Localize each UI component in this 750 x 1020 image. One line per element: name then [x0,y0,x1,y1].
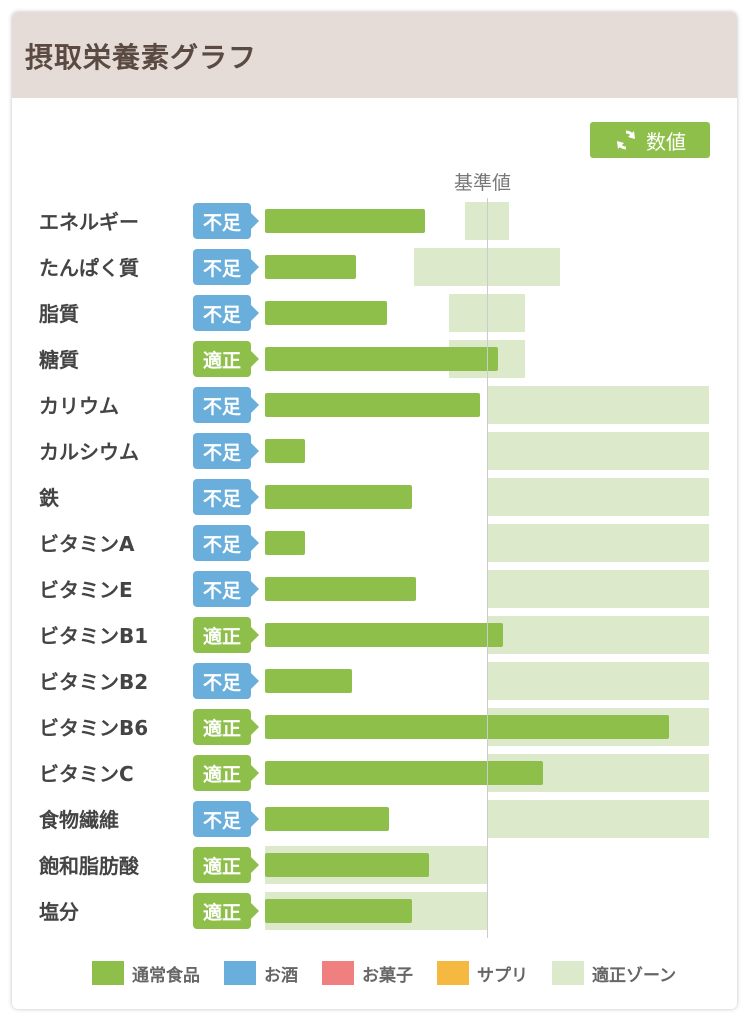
status-badge: 適正 [193,341,259,377]
intake-bar [265,899,412,923]
legend-label: 通常食品 [132,965,200,986]
nutrient-row: 塩分 適正 [12,892,737,932]
nutrient-name: ビタミンE [39,578,133,602]
status-badge: 不足 [193,249,259,285]
intake-bar [265,853,430,877]
status-badge: 不足 [193,387,259,423]
nutrient-row: エネルギー 不足 [12,202,737,242]
status-badge: 適正 [193,709,259,745]
legend-label: お酒 [264,965,298,986]
nutrient-name: 鉄 [39,486,59,510]
nutrient-graph-card: 摂取栄養素グラフ 数値 基準値 エネルギー 不足 たんぱく質 不足 脂質 不足 糖質 適正 カリ… [12,12,737,1009]
nutrient-row: 飽和脂肪酸 適正 [12,846,737,886]
status-badge: 不足 [193,203,259,239]
intake-bar [265,439,305,463]
value-toggle-label: 数値 [646,129,686,154]
page-title: 摂取栄養素グラフ [25,41,258,74]
intake-bar [265,531,305,555]
nutrient-name: 飽和脂肪酸 [39,854,139,878]
legend-item: お酒 [224,961,298,986]
optimal-zone [464,202,510,240]
nutrient-name: ビタミンA [39,532,135,556]
legend-swatch [437,961,469,985]
reference-line [487,198,488,938]
legend-item: 適正ゾーン [552,961,676,986]
intake-bar [265,715,670,739]
chart-legend: 通常食品 お酒 お菓子 サプリ 適正ゾーン [92,960,700,986]
nutrient-row: カリウム 不足 [12,386,737,426]
nutrient-name: 脂質 [39,302,79,326]
nutrient-name: ビタミンC [39,762,134,786]
nutrient-name: カルシウム [39,440,139,464]
nutrient-name: 食物繊維 [39,808,119,832]
optimal-zone [487,662,709,700]
value-toggle-button[interactable]: 数値 [590,122,710,158]
optimal-zone [487,570,709,608]
refresh-icon [617,130,635,150]
card-header: 摂取栄養素グラフ [12,12,737,98]
nutrient-row: ビタミンB2 不足 [12,662,737,702]
intake-bar [265,807,390,831]
nutrient-row: ビタミンB1 適正 [12,616,737,656]
legend-item: お菓子 [322,961,413,986]
status-badge: 不足 [193,295,259,331]
intake-bar [265,577,416,601]
status-badge: 不足 [193,801,259,837]
nutrient-row: ビタミンE 不足 [12,570,737,610]
nutrient-name: ビタミンB6 [39,716,149,740]
nutrient-name: エネルギー [39,210,139,234]
nutrient-name: ビタミンB1 [39,624,149,648]
legend-item: サプリ [437,961,528,986]
optimal-zone [413,248,561,286]
nutrient-row: カルシウム 不足 [12,432,737,472]
nutrient-row: ビタミンC 適正 [12,754,737,794]
intake-bar [265,485,412,509]
reference-label: 基準値 [454,172,512,194]
intake-bar [265,669,352,693]
legend-label: サプリ [477,965,528,986]
status-badge: 適正 [193,755,259,791]
legend-label: お菓子 [362,965,413,986]
intake-bar [265,347,499,371]
status-badge: 不足 [193,571,259,607]
status-badge: 不足 [193,663,259,699]
intake-bar [265,393,481,417]
status-badge: 適正 [193,893,259,929]
status-badge: 不足 [193,525,259,561]
nutrient-name: カリウム [39,394,119,418]
intake-bar [265,255,357,279]
nutrient-row: ビタミンA 不足 [12,524,737,564]
optimal-zone [487,616,709,654]
intake-bar [265,761,543,785]
nutrient-row: ビタミンB6 適正 [12,708,737,748]
nutrient-row: 食物繊維 不足 [12,800,737,840]
nutrient-row: 脂質 不足 [12,294,737,334]
nutrient-name: たんぱく質 [39,256,139,280]
optimal-zone [487,478,709,516]
optimal-zone [487,432,709,470]
status-badge: 適正 [193,617,259,653]
optimal-zone [487,386,709,424]
legend-swatch [92,961,124,985]
nutrient-name: 糖質 [39,348,79,372]
optimal-zone [487,524,709,562]
intake-bar [265,209,425,233]
nutrient-name: ビタミンB2 [39,670,149,694]
legend-item: 通常食品 [92,961,200,986]
intake-bar [265,301,388,325]
nutrient-row: 鉄 不足 [12,478,737,518]
status-badge: 不足 [193,479,259,515]
legend-swatch [224,961,256,985]
optimal-zone [449,294,525,332]
legend-swatch [552,961,584,985]
nutrient-row: たんぱく質 不足 [12,248,737,288]
nutrient-name: 塩分 [39,900,79,924]
legend-swatch [322,961,354,985]
status-badge: 適正 [193,847,259,883]
nutrient-row: 糖質 適正 [12,340,737,380]
status-badge: 不足 [193,433,259,469]
intake-bar [265,623,503,647]
optimal-zone [487,800,709,838]
legend-label: 適正ゾーン [592,965,677,986]
